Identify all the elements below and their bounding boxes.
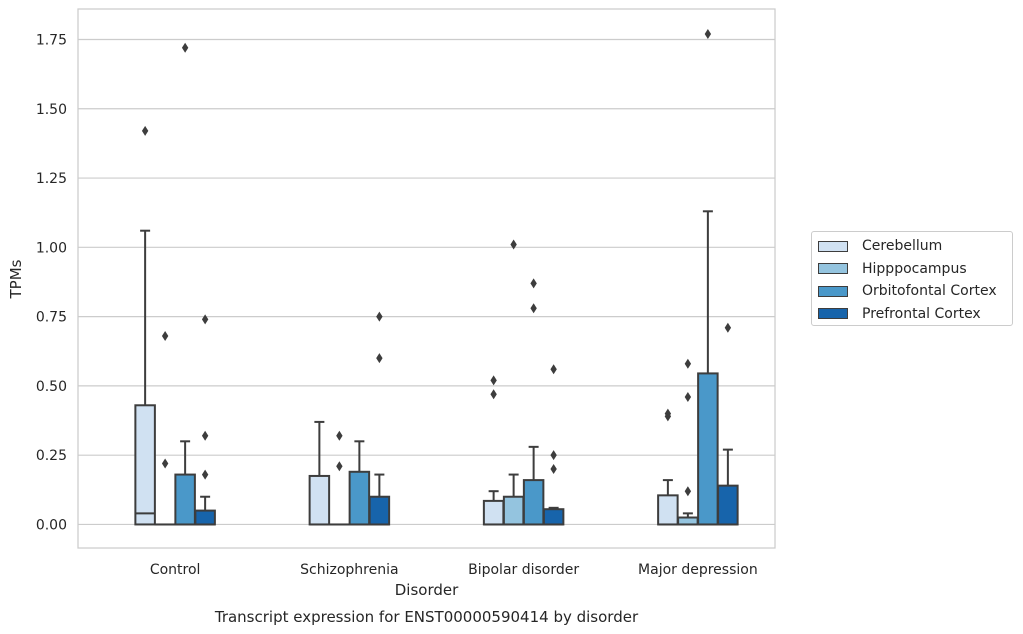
box-orbitofontal-cortex-0 — [174, 42, 196, 526]
box — [502, 495, 525, 526]
legend-label-cerebellum: Cerebellum — [862, 238, 943, 255]
outlier-point — [684, 486, 692, 497]
outlier-point — [490, 375, 497, 386]
outlier-point — [201, 469, 209, 480]
outlier-point — [141, 125, 149, 136]
outlier-point — [201, 314, 209, 325]
outlier-point — [684, 391, 692, 402]
x-tick-labels: Control Schizophrenia Bipolar disorder Majo… — [150, 562, 758, 578]
plot-frame — [77, 8, 776, 549]
outlier-point — [376, 311, 383, 322]
outlier-point — [161, 331, 169, 342]
box-prefrontal-cortex-1 — [368, 311, 391, 526]
box-prefrontal-cortex-2 — [542, 364, 565, 526]
box — [697, 372, 719, 526]
x-tick-label: Control — [150, 562, 201, 578]
outlier-point — [530, 303, 537, 314]
box — [308, 474, 331, 526]
legend-label-hippocampus: Hipppocampus — [862, 260, 967, 277]
legend-swatch-cerebellum — [818, 240, 848, 252]
box-cerebellum-3 — [657, 408, 679, 526]
box — [542, 508, 565, 526]
gridlines — [78, 38, 775, 526]
outlier-point — [664, 408, 672, 419]
y-tick-label: 1.00 — [36, 240, 67, 256]
box — [348, 470, 371, 526]
outlier-point — [336, 430, 343, 441]
box-cerebellum-2 — [482, 375, 505, 526]
box-cerebellum-1 — [308, 420, 331, 526]
x-tick-label: Bipolar disorder — [468, 562, 579, 578]
outlier-point — [550, 364, 557, 375]
box-orbitofontal-cortex-1 — [348, 440, 371, 526]
y-tick-label: 1.50 — [36, 102, 67, 118]
box — [717, 484, 739, 526]
outlier-point — [550, 464, 557, 475]
outlier-point — [530, 278, 537, 289]
outlier-point — [161, 458, 169, 469]
outlier-point — [376, 353, 383, 364]
x-tick-label: Schizophrenia — [300, 562, 398, 578]
y-tick-label: 0.00 — [36, 517, 67, 533]
outlier-point — [336, 461, 343, 472]
box — [368, 495, 391, 526]
box — [677, 516, 699, 526]
outlier-point — [201, 430, 209, 441]
y-tick-label: 0.50 — [36, 379, 67, 395]
outlier-point — [550, 450, 557, 461]
outlier-point — [510, 239, 517, 250]
legend-item-prefrontal-cortex: Prefrontal Cortex — [818, 303, 1012, 326]
box — [174, 473, 196, 526]
box-orbitofontal-cortex-2 — [522, 278, 545, 526]
y-tick-label: 1.25 — [36, 171, 67, 187]
legend-label-orbitofrontal-cortex: Orbitofontal Cortex — [862, 283, 997, 300]
legend-item-orbitofrontal-cortex: Orbitofontal Cortex — [818, 280, 1012, 303]
outlier-point — [704, 28, 712, 39]
box — [482, 499, 505, 526]
y-tick-labels: 0.00 0.25 0.50 0.75 1.00 1.25 1.50 1.75 — [36, 32, 67, 533]
box-hipppocampus-3 — [677, 358, 699, 526]
box-orbitofontal-cortex-3 — [697, 28, 719, 526]
legend-item-cerebellum: Cerebellum — [818, 235, 1012, 258]
legend-label-prefrontal-cortex: Prefrontal Cortex — [862, 305, 981, 322]
x-tick-label: Major depression — [638, 562, 758, 578]
y-tick-label: 0.25 — [36, 448, 67, 464]
boxes-layer — [134, 28, 739, 526]
y-tick-label: 1.75 — [36, 32, 67, 48]
box-prefrontal-cortex-0 — [194, 314, 216, 526]
box-cerebellum-0 — [134, 125, 156, 526]
box-hipppocampus-1 — [328, 430, 351, 526]
legend-swatch-orbitofrontal-cortex — [818, 285, 848, 297]
legend-item-hippocampus: Hipppocampus — [818, 258, 1012, 281]
box — [522, 479, 545, 526]
y-tick-label: 0.75 — [36, 310, 67, 326]
box-hipppocampus-0 — [154, 331, 176, 526]
box — [194, 509, 216, 526]
outlier-point — [181, 42, 189, 53]
box — [134, 404, 156, 526]
x-axis-label: Disorder — [395, 581, 459, 599]
legend-swatch-hippocampus — [818, 263, 848, 275]
box-hipppocampus-2 — [502, 239, 525, 526]
legend-swatch-prefrontal-cortex — [818, 308, 848, 320]
box-prefrontal-cortex-3 — [717, 322, 739, 526]
y-axis-label: TPMs — [7, 259, 25, 299]
box — [657, 494, 679, 526]
chart-title: Transcript expression for ENST0000059041… — [214, 608, 639, 626]
outlier-point — [684, 358, 692, 369]
legend: Cerebellum Hipppocampus Orbitofontal Cor… — [811, 231, 1013, 326]
outlier-point — [490, 389, 497, 400]
outlier-point — [724, 322, 732, 333]
